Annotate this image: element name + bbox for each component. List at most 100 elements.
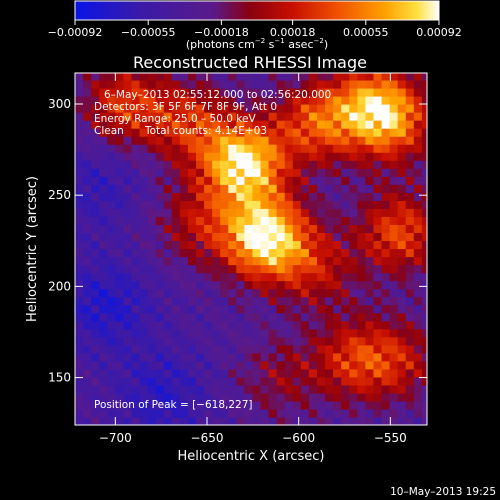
heatmap-cell xyxy=(147,176,157,185)
heatmap-cell xyxy=(236,240,245,250)
heatmap-cell xyxy=(389,376,399,386)
heatmap-cell xyxy=(349,248,358,258)
heatmap-cell xyxy=(421,176,427,185)
heatmap-cell xyxy=(204,216,213,225)
heatmap-cell xyxy=(397,95,407,105)
heatmap-cell xyxy=(349,136,358,145)
heatmap-cell xyxy=(228,208,237,217)
heatmap-cell xyxy=(341,416,350,425)
heatmap-cell xyxy=(373,232,383,242)
heatmap-cell xyxy=(155,248,165,258)
heatmap-cell xyxy=(260,416,270,425)
heatmap-cell xyxy=(131,104,141,113)
heatmap-cell xyxy=(204,304,213,314)
heatmap-cell xyxy=(357,192,366,201)
heatmap-cell xyxy=(155,87,165,97)
heatmap-cell xyxy=(421,208,427,217)
annotation-detectors: Detectors: 3F 5F 6F 7F 8F 9F, Att 0 xyxy=(94,101,277,113)
heatmap-cell xyxy=(421,112,427,121)
heatmap-cell xyxy=(389,224,399,233)
heatmap-cell xyxy=(381,352,391,362)
heatmap-cell xyxy=(244,336,254,346)
heatmap-cell xyxy=(300,232,310,242)
heatmap-cell xyxy=(317,408,326,418)
heatmap-cell xyxy=(212,79,221,89)
heatmap-cell xyxy=(171,272,181,282)
heatmap-cell xyxy=(373,184,383,193)
heatmap-cell xyxy=(228,120,237,129)
heatmap-cell xyxy=(292,95,302,105)
heatmap-cell xyxy=(91,368,100,378)
heatmap-cell xyxy=(212,264,221,274)
heatmap-cell xyxy=(155,392,165,402)
heatmap-cell xyxy=(325,264,334,274)
heatmap-cell xyxy=(204,312,213,322)
heatmap-cell xyxy=(276,344,286,354)
heatmap-cell xyxy=(163,224,173,233)
heatmap-cell xyxy=(107,240,116,250)
heatmap-cell xyxy=(163,136,173,145)
heatmap-cell xyxy=(276,392,286,402)
heatmap-cell xyxy=(284,73,294,81)
heatmap-cell xyxy=(405,384,415,394)
heatmap-cell xyxy=(268,184,278,193)
heatmap-cell xyxy=(147,128,157,137)
heatmap-cell xyxy=(107,168,116,177)
heatmap-cell xyxy=(349,400,358,410)
heatmap-cell xyxy=(349,256,358,266)
heatmap-cell xyxy=(276,160,286,169)
heatmap-cell xyxy=(196,160,205,169)
heatmap-cell xyxy=(204,352,213,362)
heatmap-cell xyxy=(83,144,92,153)
heatmap-cell xyxy=(115,73,124,81)
heatmap-cell xyxy=(75,176,84,185)
heatmap-cell xyxy=(139,184,149,193)
heatmap-cell xyxy=(99,368,108,378)
heatmap-cell xyxy=(204,73,213,81)
heatmap-cell xyxy=(333,87,342,97)
heatmap-cell xyxy=(220,208,229,217)
heatmap-cell xyxy=(349,128,358,137)
heatmap-cell xyxy=(389,95,399,105)
heatmap-cell xyxy=(308,128,318,137)
heatmap-cell xyxy=(83,240,92,250)
heatmap-cell xyxy=(123,144,133,153)
heatmap-cell xyxy=(107,104,116,113)
heatmap-cell xyxy=(300,416,310,425)
heatmap-cell xyxy=(333,312,342,322)
heatmap-cell xyxy=(196,200,205,209)
heatmap-cell xyxy=(252,184,262,193)
heatmap-cell xyxy=(228,144,237,153)
heatmap-cell xyxy=(115,288,124,298)
heatmap-cell xyxy=(196,95,205,105)
heatmap-cell xyxy=(236,384,245,394)
heatmap-cell xyxy=(83,224,92,233)
heatmap-cell xyxy=(196,416,205,425)
heatmap-cell xyxy=(276,296,286,306)
heatmap-cell xyxy=(333,184,342,193)
heatmap-cell xyxy=(131,392,141,402)
heatmap-cell xyxy=(139,120,149,129)
heatmap-cell xyxy=(99,144,108,153)
heatmap-cell xyxy=(421,192,427,201)
heatmap-cell xyxy=(333,376,342,386)
heatmap-cell xyxy=(163,384,173,394)
heatmap-cell xyxy=(115,416,124,425)
heatmap-cell xyxy=(357,384,366,394)
heatmap-cell xyxy=(228,184,237,193)
heatmap-cell xyxy=(123,296,133,306)
heatmap-cell xyxy=(99,224,108,233)
heatmap-cell xyxy=(389,408,399,418)
heatmap-cell xyxy=(155,352,165,362)
heatmap-cell xyxy=(333,328,342,338)
heatmap-cell xyxy=(308,136,318,145)
heatmap-cell xyxy=(308,216,318,225)
heatmap-cell xyxy=(123,192,133,201)
heatmap-cell xyxy=(204,368,213,378)
heatmap-cell xyxy=(204,408,213,418)
heatmap-cell xyxy=(204,168,213,177)
heatmap-cell xyxy=(196,368,205,378)
heatmap-cell xyxy=(373,328,383,338)
heatmap-cell xyxy=(83,296,92,306)
heatmap-cell xyxy=(292,87,302,97)
